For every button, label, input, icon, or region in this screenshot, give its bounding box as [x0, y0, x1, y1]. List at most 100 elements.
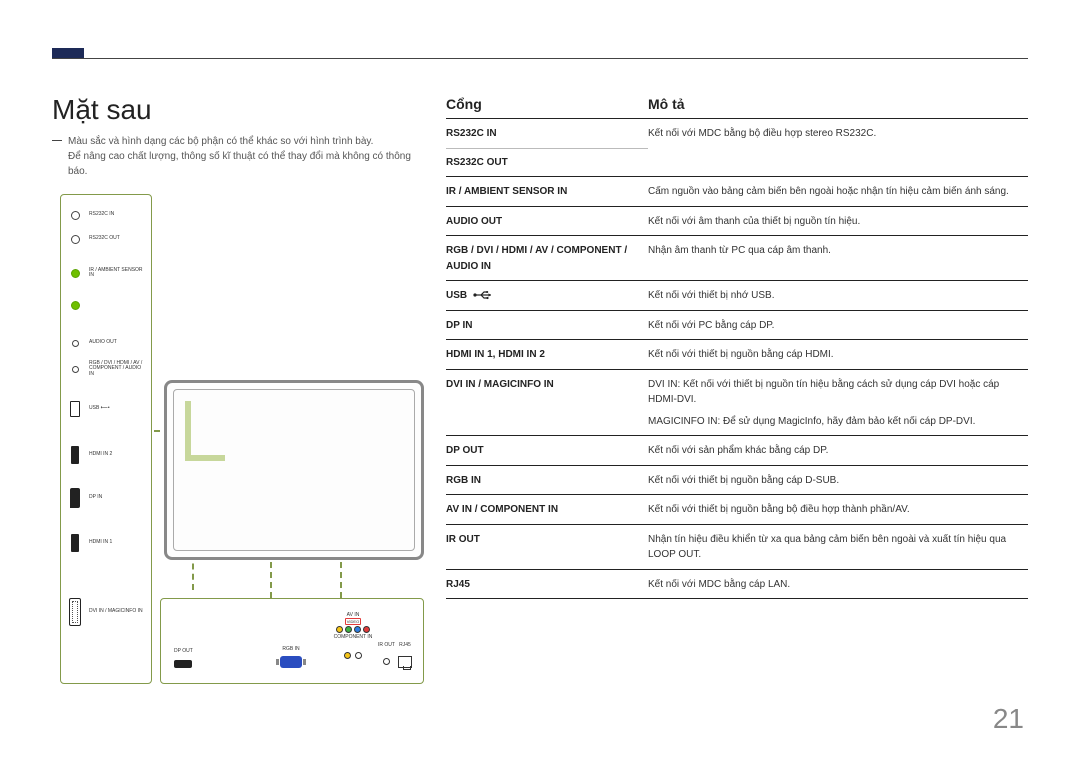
table-row: HDMI IN 1, HDMI IN 2 Kết nối với thiết b…	[446, 340, 1028, 370]
vga-port-icon	[280, 656, 302, 668]
highlight-corner	[185, 401, 225, 461]
port-label: DP IN	[89, 495, 147, 501]
port-label: USB ⟵•	[89, 406, 147, 412]
audio-jack-icon	[67, 340, 83, 347]
cell-desc: Kết nối với MDC bằng bộ điều hợp stereo …	[648, 126, 1028, 142]
port-dp-out: DP OUT	[174, 648, 193, 668]
section-title: Mặt sau	[52, 94, 152, 126]
note-text: Màu sắc và hình dạng các bộ phận có thể …	[68, 134, 418, 179]
table-row: IR / AMBIENT SENSOR IN Cấm nguồn vào bản…	[446, 177, 1028, 207]
cell-port: RGB IN	[446, 473, 648, 489]
table-row: RGB IN Kết nối với thiết bị nguồn bằng c…	[446, 466, 1028, 496]
table-row: RJ45 Kết nối với MDC bằng cáp LAN.	[446, 570, 1028, 600]
usb-port-icon	[67, 401, 83, 417]
display-rear-diagram	[164, 380, 424, 560]
cell-port: DP IN	[446, 318, 648, 334]
col-header-port: Cổng	[446, 96, 648, 112]
cell-desc: Kết nối với sản phẩm khác bằng cáp DP.	[648, 443, 1028, 459]
dp-port-icon	[174, 660, 192, 668]
jack-row	[344, 652, 362, 659]
cell-desc: Kết nối với thiết bị nguồn bằng bộ điều …	[648, 502, 1028, 518]
side-port-panel: RS232C IN RS232C OUT IR / AMBIENT SENSOR…	[60, 194, 152, 684]
table-row: IR OUT Nhận tín hiệu điều khiển từ xa qu…	[446, 525, 1028, 570]
bottom-frame	[160, 598, 424, 684]
usb-label-text: USB	[89, 405, 99, 411]
cell-desc: Kết nối với PC bằng cáp DP.	[648, 318, 1028, 334]
cell-port: RGB / DVI / HDMI / AV / COMPONENT / AUDI…	[446, 243, 648, 274]
usb-text: USB	[446, 290, 467, 301]
note-line2: Để nâng cao chất lượng, thông số kĩ thuậ…	[68, 151, 411, 177]
table-header: Cổng Mô tả	[446, 96, 1028, 119]
usb-icon	[473, 290, 495, 300]
port-av-component: AV IN VIDEO COMPONENT IN	[328, 612, 378, 659]
table-row: DP OUT Kết nối với sản phẩm khác bằng cá…	[446, 436, 1028, 466]
cell-port-out: RS232C OUT	[446, 155, 648, 171]
audio-jack-icon	[67, 235, 83, 244]
cell-port: USB	[446, 288, 648, 304]
jack-icon	[344, 652, 351, 659]
port-label: RGB IN	[282, 646, 299, 652]
note-line1: Màu sắc và hình dạng các bộ phận có thể …	[68, 136, 373, 147]
port-label: HDMI IN 2	[89, 452, 147, 458]
table-row: AUDIO OUT Kết nối với âm thanh của thiết…	[446, 207, 1028, 237]
port-audio-out: AUDIO OUT	[67, 333, 147, 353]
port-label: COMPONENT IN	[334, 634, 373, 640]
port-label: IR OUT	[378, 642, 395, 648]
header-accent	[52, 48, 84, 58]
port-rgb-in: RGB IN	[280, 646, 302, 668]
cell-port: AUDIO OUT	[446, 214, 648, 230]
hdmi-port-icon	[67, 534, 83, 552]
port-dvi: DVI IN / MAGICINFO IN	[67, 595, 147, 629]
col-header-desc: Mô tả	[648, 96, 1028, 112]
video-badge: VIDEO	[345, 618, 361, 625]
cell-port: DVI IN / MAGICINFO IN	[446, 377, 648, 393]
cell-desc: Kết nối với thiết bị nguồn bằng cáp HDMI…	[648, 347, 1028, 363]
cell-port: HDMI IN 1, HDMI IN 2	[446, 347, 648, 363]
cell-port-in: RS232C IN	[446, 126, 648, 149]
audio-jack-icon	[67, 366, 83, 373]
cell-desc: Kết nối với thiết bị nhớ USB.	[648, 288, 1028, 304]
port-usb: USB ⟵•	[67, 397, 147, 421]
cell-port: RS232C IN RS232C OUT	[446, 126, 648, 170]
bottom-port-panel: DP OUT RGB IN AV IN VIDEO COMPONENT IN I…	[160, 598, 424, 684]
port-label: DP OUT	[174, 648, 193, 654]
port-hdmi1: HDMI IN 1	[67, 531, 147, 555]
rca-icon	[354, 626, 361, 633]
cell-port: IR OUT	[446, 532, 648, 548]
cell-port: RJ45	[446, 577, 648, 593]
rj45-port-icon	[398, 656, 412, 668]
port-label: IR / AMBIENT SENSOR IN	[89, 268, 147, 279]
port-dp-in: DP IN	[67, 485, 147, 511]
table-row: DP IN Kết nối với PC bằng cáp DP.	[446, 311, 1028, 341]
cell-desc: Kết nối với âm thanh của thiết bị nguồn …	[648, 214, 1028, 230]
rca-icon	[345, 626, 352, 633]
cell-desc: Kết nối với thiết bị nguồn bằng cáp D-SU…	[648, 473, 1028, 489]
rca-icon	[363, 626, 370, 633]
port-table: Cổng Mô tả RS232C IN RS232C OUT Kết nối …	[446, 96, 1028, 599]
cell-desc: DVI IN: Kết nối với thiết bị nguồn tín h…	[648, 377, 1028, 430]
port-label: DVI IN / MAGICINFO IN	[89, 609, 147, 615]
hdmi-port-icon	[67, 446, 83, 464]
dash-connector	[270, 562, 272, 598]
port-ir-ambient-2	[67, 295, 83, 315]
audio-jack-icon	[67, 301, 83, 310]
rca-icon	[336, 626, 343, 633]
cell-desc: Nhận âm thanh từ PC qua cáp âm thanh.	[648, 243, 1028, 259]
port-ir-ambient: IR / AMBIENT SENSOR IN	[67, 263, 147, 283]
port-ir-out: IR OUT	[378, 642, 395, 665]
port-rs232c-out: RS232C OUT	[67, 229, 147, 249]
port-rj45: RJ45	[398, 642, 412, 668]
cell-port: IR / AMBIENT SENSOR IN	[446, 184, 648, 200]
table-row: AV IN / COMPONENT IN Kết nối với thiết b…	[446, 495, 1028, 525]
port-label: HDMI IN 1	[89, 540, 147, 546]
note-dash	[52, 140, 62, 141]
page-number: 21	[993, 703, 1024, 735]
desc-line2: MAGICINFO IN: Để sử dụng MagicInfo, hãy …	[648, 414, 1028, 430]
table-row: DVI IN / MAGICINFO IN DVI IN: Kết nối vớ…	[446, 370, 1028, 437]
cell-desc: Nhận tín hiệu điều khiển từ xa qua bảng …	[648, 532, 1028, 563]
port-label: RJ45	[399, 642, 411, 648]
port-rs232c-in: RS232C IN	[67, 205, 147, 225]
audio-jack-icon	[67, 269, 83, 278]
cell-desc: Cấm nguồn vào bảng cảm biến bên ngoài ho…	[648, 184, 1028, 200]
port-audio-in: RGB / DVI / HDMI / AV / COMPONENT / AUDI…	[67, 359, 147, 379]
